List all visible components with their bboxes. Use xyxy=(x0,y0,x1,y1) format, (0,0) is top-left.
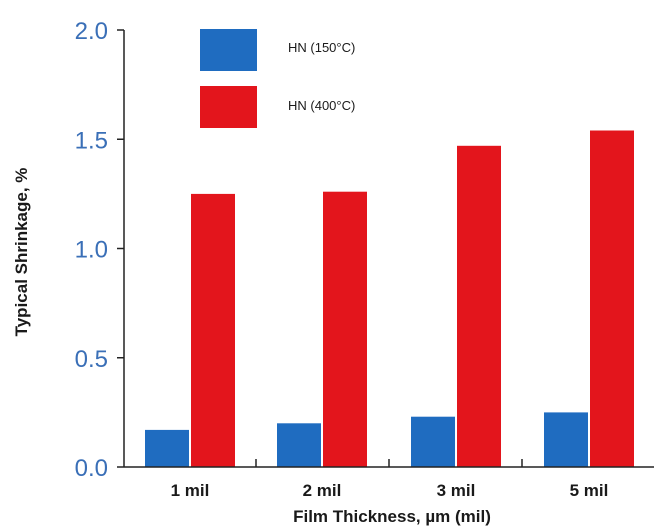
y-tick-label: 0.5 xyxy=(75,346,108,373)
legend-swatch-hn-400 xyxy=(200,86,257,128)
y-tick-label: 1.5 xyxy=(75,127,108,154)
legend-swatch-hn-150 xyxy=(200,29,257,71)
bar-series1-1-mil xyxy=(191,193,235,467)
legend: HN (150°C) HN (400°C) xyxy=(200,29,355,128)
bar-series0-5-mil xyxy=(544,412,588,467)
y-tick-label: 1.0 xyxy=(75,237,108,264)
bar-series1-5-mil xyxy=(590,130,634,467)
bar-series1-3-mil xyxy=(457,145,501,468)
legend-label-hn-150: HN (150°C) xyxy=(288,40,355,55)
y-ticks-layer: 0.0 0.5 1.0 1.5 2.0 xyxy=(75,18,124,482)
bar-series1-2-mil xyxy=(323,191,367,467)
x-tick-label: 3 mil xyxy=(437,481,476,500)
x-axis-label: Film Thickness, µm (mil) xyxy=(293,507,491,526)
x-ticks-layer: 1 mil 2 mil 3 mil 5 mil xyxy=(171,459,609,500)
y-tick-label: 0.0 xyxy=(75,455,108,482)
bar-series0-3-mil xyxy=(411,416,455,467)
x-tick-label: 2 mil xyxy=(303,481,342,500)
y-tick-label: 2.0 xyxy=(75,18,108,45)
x-tick-label: 1 mil xyxy=(171,481,210,500)
y-axis-label: Typical Shrinkage, % xyxy=(12,168,31,337)
legend-label-hn-400: HN (400°C) xyxy=(288,98,355,113)
bar-series0-1-mil xyxy=(145,429,189,467)
bars-layer xyxy=(145,130,634,468)
bar-series0-2-mil xyxy=(277,423,321,467)
x-tick-label: 5 mil xyxy=(570,481,609,500)
